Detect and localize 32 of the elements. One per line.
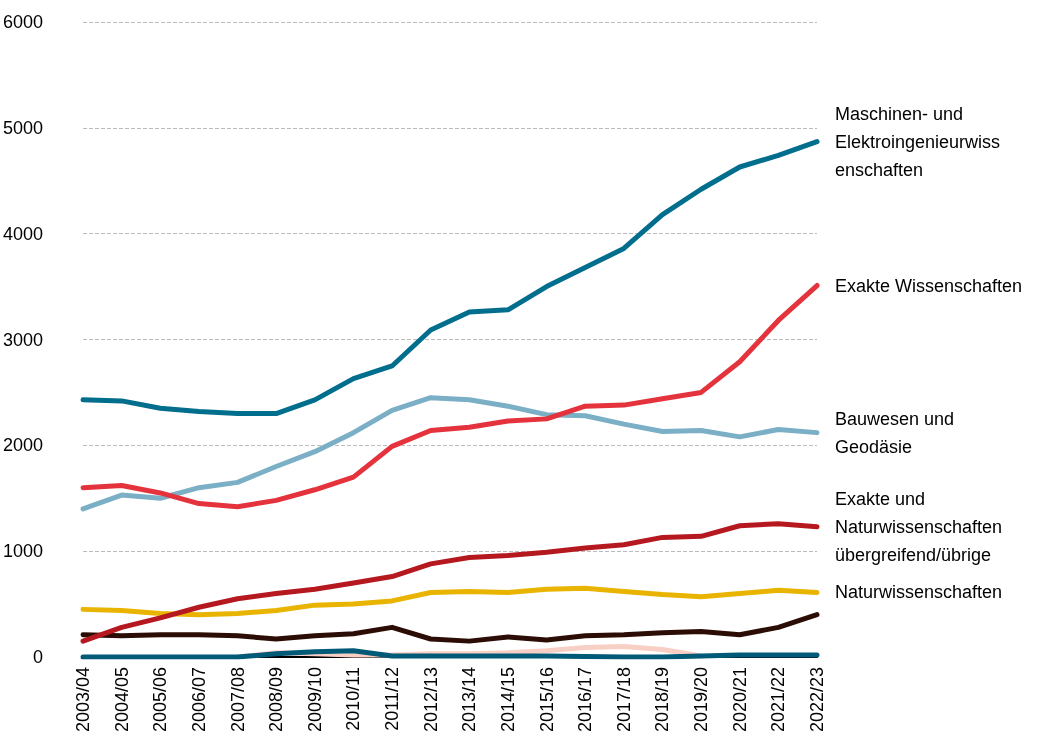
x-tick-label: 2007/08 xyxy=(227,667,248,733)
x-tick-label: 2008/09 xyxy=(266,667,287,733)
series-label: Maschinen- und Elektroingenieurwiss enschaften xyxy=(835,103,1006,180)
x-tick-label: 2006/07 xyxy=(188,667,209,733)
x-tick-label: 2013/14 xyxy=(459,667,480,733)
x-tick-label: 2014/15 xyxy=(497,667,518,733)
x-tick-label: 2017/18 xyxy=(613,667,634,733)
y-tick-label: 1000 xyxy=(3,541,44,562)
series-label: Bauwesen und Geodäsie xyxy=(835,408,960,457)
x-tick-label: 2012/13 xyxy=(420,667,441,733)
x-tick-label: 2005/06 xyxy=(150,667,171,733)
y-tick-label: 4000 xyxy=(3,223,44,244)
x-tick-label: 2010/11 xyxy=(343,667,364,731)
y-tick-label: 6000 xyxy=(3,12,44,32)
x-tick-label: 2015/16 xyxy=(536,667,557,733)
series-label: Exakte Wissenschaften xyxy=(835,275,1023,296)
x-tick-label: 2022/23 xyxy=(807,667,827,733)
y-tick-label: 2000 xyxy=(3,435,44,456)
x-tick-label: 2004/05 xyxy=(111,667,132,733)
y-tick-label: 0 xyxy=(33,647,44,667)
series-label: Naturwissenschaften xyxy=(835,582,1003,603)
y-tick-label: 5000 xyxy=(3,117,44,138)
x-tick-label: 2019/20 xyxy=(691,667,712,733)
x-tick-label: 2018/19 xyxy=(652,667,673,733)
x-tick-label: 2021/22 xyxy=(768,667,789,733)
series-label: Exakte und Naturwissenschaften übergreifend/übrige xyxy=(835,488,1008,565)
y-tick-label: 3000 xyxy=(3,329,44,350)
x-tick-label: 2016/17 xyxy=(575,667,596,733)
x-tick-label: 2009/10 xyxy=(304,667,325,733)
x-tick-label: 2003/04 xyxy=(73,667,94,733)
x-tick-label: 2011/12 xyxy=(382,667,403,731)
x-tick-label: 2020/21 xyxy=(729,667,750,733)
